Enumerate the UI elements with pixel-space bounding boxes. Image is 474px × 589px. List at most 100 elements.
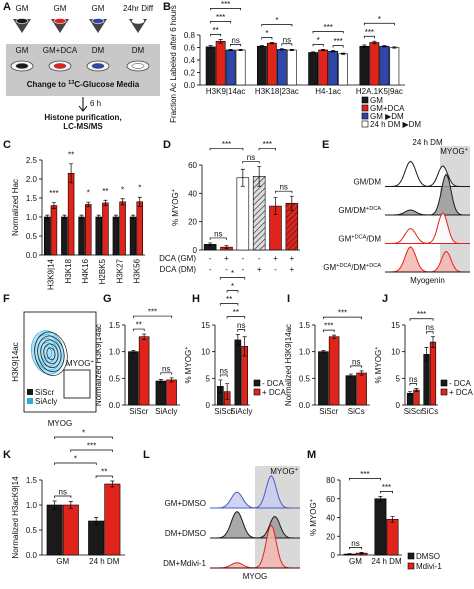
row-label-part: /DM: [351, 263, 366, 272]
error-bar: [414, 388, 419, 393]
y-tick-label: 20: [188, 218, 197, 227]
density-contour: [43, 343, 59, 365]
bar: [328, 336, 340, 406]
panel-letter: G: [103, 293, 112, 305]
significance-bracket: [219, 374, 228, 377]
significance-label: ***: [360, 470, 369, 479]
error-bar: [242, 336, 247, 357]
bar: [413, 389, 420, 406]
dish-label: GM+DCA: [43, 46, 78, 55]
bar: [88, 520, 105, 556]
significance-bracket: [209, 237, 227, 240]
x-tick-label: SiScr: [129, 407, 148, 416]
dish-label: DM: [132, 46, 145, 55]
gate-label-part: +: [90, 359, 93, 365]
density-contour: [46, 347, 56, 361]
error-bar: [208, 45, 213, 49]
error-bar: [96, 214, 101, 220]
significance-label: **: [136, 321, 142, 330]
significance-label: ns: [279, 183, 287, 192]
bar: [46, 504, 63, 556]
row-value: -: [225, 265, 228, 274]
y-axis-label: Fraction Ac Labeled after 6 hours: [169, 5, 178, 123]
row-value: -: [274, 265, 277, 274]
significance-bracket: [363, 22, 395, 26]
significance-label: ns: [247, 153, 255, 162]
error-bar: [362, 44, 367, 48]
significance-label: **: [102, 187, 108, 196]
time-label: 6 h: [90, 99, 101, 108]
bar: [61, 216, 68, 256]
y-axis-label: Normalized H3K9|14ac: [94, 324, 103, 406]
y-tick-label: 60: [326, 495, 335, 504]
legend-label: GM+DCA: [370, 104, 405, 113]
error-bar: [279, 48, 284, 51]
error-bar: [341, 52, 346, 55]
y-axis-label: % MYOG+: [374, 346, 383, 383]
y-tick-label: 0.4: [184, 56, 196, 65]
significance-bracket: [132, 315, 173, 319]
bar: [286, 49, 297, 86]
error-bar: [131, 214, 136, 220]
error-bar: [289, 195, 294, 211]
significance-bracket: [322, 316, 363, 320]
bar: [234, 339, 242, 406]
row-value: +: [224, 254, 229, 263]
x-tick-label: H2A.1K5|9ac: [356, 87, 403, 96]
significance-bracket: [350, 365, 363, 368]
y-tick-label: 1.0: [26, 213, 38, 222]
row-label-part: +DCA: [336, 263, 351, 269]
significance-bracket: [281, 43, 293, 46]
row-value: -: [209, 265, 212, 274]
y-tick-label: 0.5: [109, 374, 121, 383]
bar: [236, 177, 250, 251]
error-bar: [289, 49, 294, 51]
bar: [102, 202, 109, 256]
y-axis-label-part: +: [171, 189, 177, 192]
legend-label: 24 h DM ▶DM: [370, 120, 421, 129]
density-curve: [210, 511, 300, 539]
error-bar: [348, 373, 353, 378]
panel-letter: C: [3, 139, 11, 151]
significance-label: ***: [148, 308, 157, 317]
error-bar: [208, 242, 213, 247]
bar: [67, 173, 75, 256]
dish-media: [131, 63, 145, 69]
y-tick-label: 0.5: [26, 526, 38, 535]
y-tick-label: 10: [201, 348, 210, 357]
error-bar: [79, 214, 84, 220]
x-tick-label: 24 h DM: [371, 557, 402, 566]
y-tick-label: 0.0: [26, 551, 38, 560]
error-bar: [103, 199, 108, 206]
y-axis-label: % MYOG+: [171, 189, 180, 226]
significance-label: ns: [426, 323, 434, 332]
x-tick-label: GM: [349, 557, 362, 566]
error-bar: [45, 214, 50, 220]
error-bar: [110, 480, 115, 488]
error-bar: [69, 163, 74, 184]
error-bar: [390, 516, 395, 523]
significance-label: ***: [221, 0, 230, 9]
significance-bracket: [312, 44, 324, 47]
row-label-part: GM: [338, 235, 351, 244]
x-tick-label: SiAcly: [230, 407, 252, 416]
bar: [225, 49, 236, 86]
y-axis-label: Normalized Hac: [11, 179, 20, 236]
x-tick-label: SiScr: [404, 407, 423, 416]
bar: [50, 205, 58, 256]
gate-label-part: MYOG: [270, 467, 294, 476]
x-tick-label: SiScr: [214, 407, 233, 416]
significance-bracket: [54, 495, 72, 498]
dish-label: GM: [16, 46, 29, 55]
x-tick-label: SiAcly: [155, 407, 177, 416]
error-bar: [359, 552, 364, 555]
bar: [423, 354, 430, 406]
error-bar: [332, 334, 337, 339]
y-tick-label: 60: [188, 161, 197, 170]
error-bar: [169, 377, 174, 383]
row-label-part: +DCA: [351, 235, 366, 241]
y-tick-label: 1.5: [26, 476, 38, 485]
significance-bracket: [54, 436, 113, 439]
y-tick-label: 80: [326, 476, 335, 485]
row-label-part: +DCA: [366, 263, 381, 269]
